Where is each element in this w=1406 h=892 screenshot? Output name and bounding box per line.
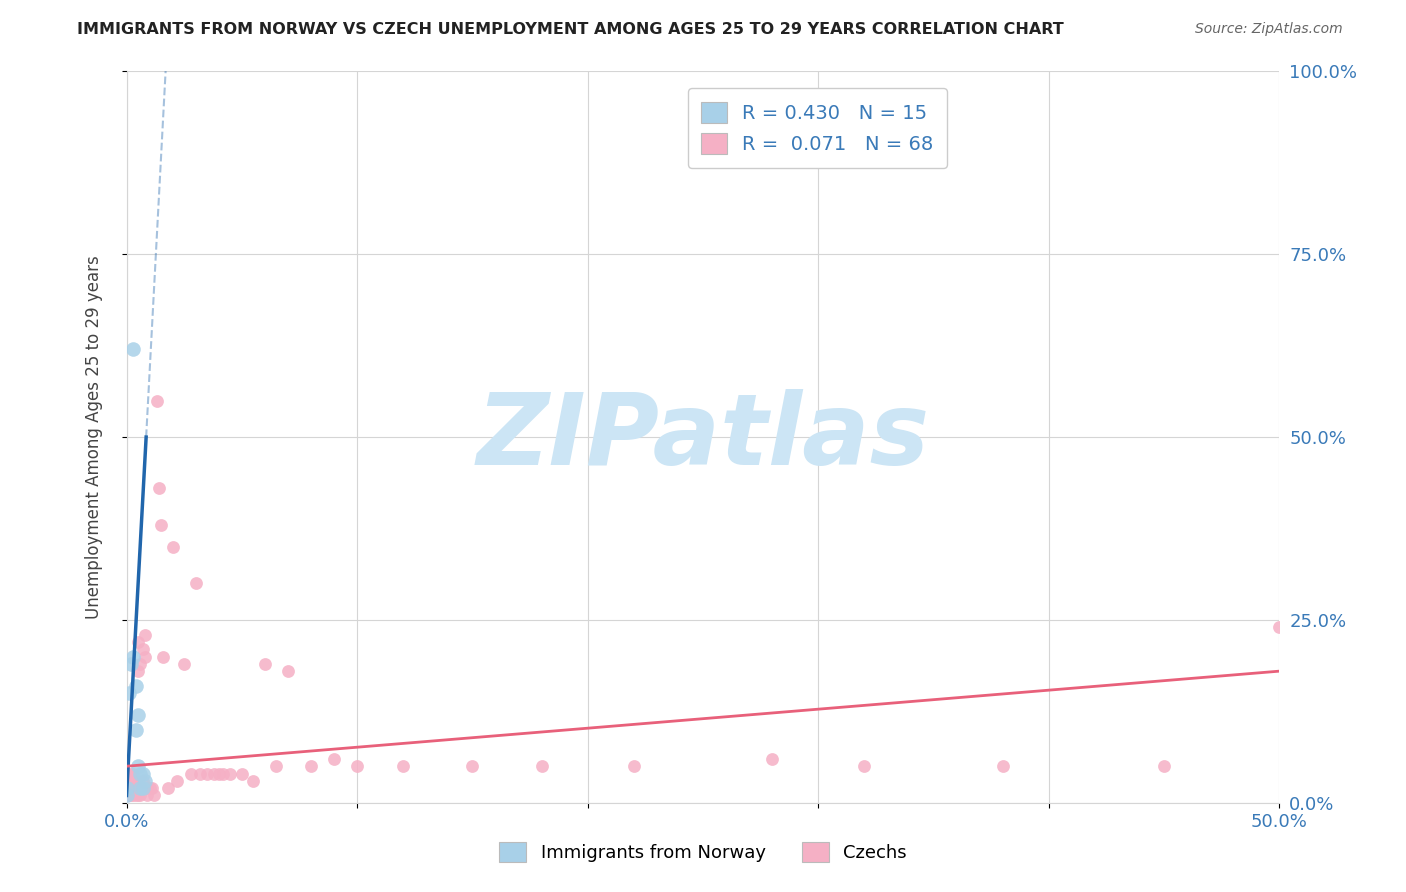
Point [530,759,553,773]
Point [118,773,141,788]
Text: IMMIGRANTS FROM NORWAY VS CZECH UNEMPLOYMENT AMONG AGES 25 TO 29 YEARS CORRELATI: IMMIGRANTS FROM NORWAY VS CZECH UNEMPLOY… [77,22,1064,37]
Point [148,481,170,495]
Point [141,781,163,796]
Point [127,708,149,723]
Point [131,773,153,788]
Point [195,766,218,780]
Point [120,789,142,803]
Point [202,766,225,780]
Point [120,781,142,796]
Point [118,789,141,803]
Point [122,789,145,803]
Point [277,664,299,678]
Point [115,781,138,796]
Point [115,789,138,803]
Point [118,766,141,780]
Text: ZIPatlas: ZIPatlas [477,389,929,485]
Point [118,781,141,796]
Point [125,723,148,737]
Point [299,759,322,773]
Point [129,781,152,796]
Point [127,664,149,678]
Point [346,759,368,773]
Point [761,752,783,766]
Point [131,781,153,796]
Point [129,766,152,780]
Point [115,789,138,803]
Point [127,789,149,803]
Point [166,773,188,788]
Point [131,642,153,657]
Y-axis label: Unemployment Among Ages 25 to 29 years: Unemployment Among Ages 25 to 29 years [84,255,103,619]
Point [127,635,149,649]
Point [991,759,1014,773]
Point [125,789,148,803]
Point [120,766,142,780]
Point [115,781,138,796]
Point [150,517,173,532]
Point [188,766,211,780]
Point [136,789,159,803]
Point [118,686,141,700]
Point [242,773,264,788]
Point [122,649,145,664]
Point [125,679,148,693]
Point [1268,620,1291,634]
Point [134,649,156,664]
Point [134,627,156,641]
Point [131,766,153,780]
Point [115,773,138,788]
Point [231,766,253,780]
Point [152,649,174,664]
Point [122,343,145,357]
Point [1153,759,1175,773]
Point [143,789,166,803]
Point [173,657,195,671]
Point [118,781,141,796]
Point [122,766,145,780]
Point [125,773,148,788]
Legend: Immigrants from Norway, Czechs: Immigrants from Norway, Czechs [492,835,914,870]
Point [122,781,145,796]
Point [120,773,142,788]
Point [125,781,148,796]
Point [122,773,145,788]
Point [138,781,160,796]
Point [266,759,288,773]
Point [208,766,231,780]
Point [392,759,415,773]
Point [120,657,142,671]
Point [461,759,484,773]
Point [157,781,180,796]
Point [253,657,276,671]
Text: Source: ZipAtlas.com: Source: ZipAtlas.com [1195,22,1343,37]
Point [145,393,167,408]
Point [623,759,645,773]
Point [219,766,242,780]
Point [129,657,152,671]
Point [323,752,346,766]
Legend: R = 0.430   N = 15, R =  0.071   N = 68: R = 0.430 N = 15, R = 0.071 N = 68 [688,88,946,168]
Point [184,576,207,591]
Point [115,781,138,796]
Point [129,789,152,803]
Point [127,759,149,773]
Point [212,766,235,780]
Point [127,781,149,796]
Point [162,540,184,554]
Point [180,766,202,780]
Point [134,773,156,788]
Point [853,759,876,773]
Point [136,781,159,796]
